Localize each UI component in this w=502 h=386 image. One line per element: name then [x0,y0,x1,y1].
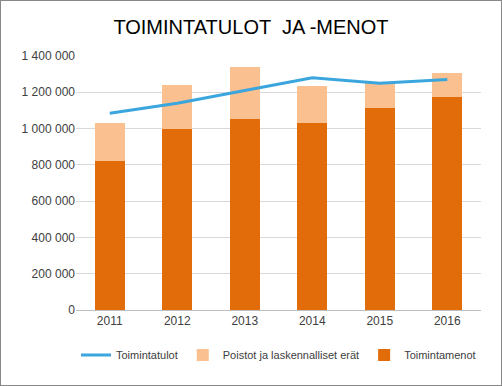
svg-text:2015: 2015 [366,314,393,328]
svg-text:1 000 000: 1 000 000 [22,122,76,136]
svg-text:Poistot ja laskennalliset erät: Poistot ja laskennalliset erät [223,349,359,361]
svg-text:1 200 000: 1 200 000 [22,85,76,99]
svg-text:600 000: 600 000 [32,194,76,208]
svg-text:0: 0 [68,303,75,317]
svg-text:2014: 2014 [299,314,326,328]
svg-text:400 000: 400 000 [32,231,76,245]
svg-text:Toimintatulot: Toimintatulot [116,349,178,361]
svg-text:2011: 2011 [97,314,123,328]
svg-text:2016: 2016 [434,314,461,328]
svg-text:Toimintamenot: Toimintamenot [404,349,476,361]
svg-text:TOIMINTATULOT JA -MENOT: TOIMINTATULOT JA -MENOT [113,16,388,38]
svg-text:2012: 2012 [164,314,191,328]
svg-text:2013: 2013 [231,314,258,328]
svg-text:1 400 000: 1 400 000 [22,49,76,63]
svg-text:200 000: 200 000 [32,267,76,281]
svg-text:800 000: 800 000 [32,158,76,172]
